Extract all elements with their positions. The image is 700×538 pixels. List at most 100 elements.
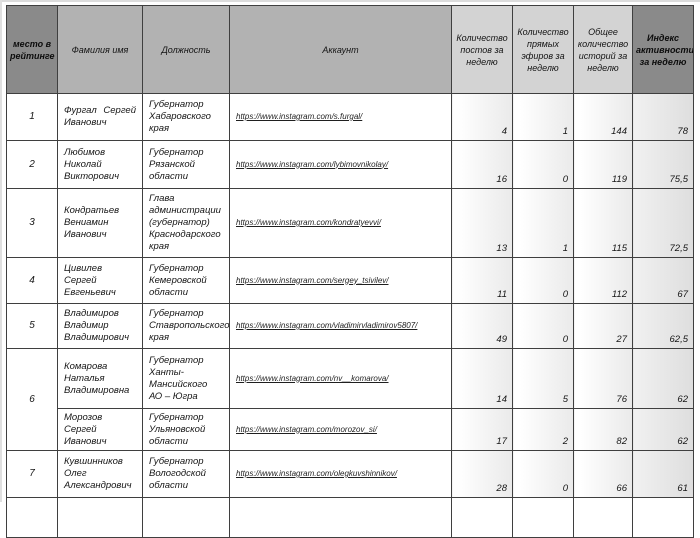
governors-instagram-rating-table: место в рейтинге Фамилия имя Должность А… <box>6 5 694 538</box>
stories-cell <box>573 497 633 538</box>
lives-cell: 0 <box>512 450 574 498</box>
table-row-partial <box>6 497 694 538</box>
account-cell: https://www.instagram.com/morozov_si/ <box>229 408 452 451</box>
instagram-link[interactable]: https://www.instagram.com/nv__komarova/ <box>236 373 389 383</box>
rank-cell-merged: 6 <box>6 348 58 451</box>
header-lives: Количество прямых эфиров за неделю <box>512 5 574 94</box>
table-row: 3 Кондратьев Вениамин Иванович Глава адм… <box>6 188 694 258</box>
instagram-link[interactable]: https://www.instagram.com/olegkuvshinnik… <box>236 469 397 478</box>
lives-cell: 5 <box>512 348 574 409</box>
name-cell: Кувшинников Олег Александрович <box>57 450 143 498</box>
stories-cell: 119 <box>573 140 633 189</box>
rank-cell: 4 <box>6 257 58 304</box>
name-cell: Комарова Наталья Владимировна <box>57 348 143 409</box>
rank-cell <box>6 497 58 538</box>
position-cell: Губернатор Кемеровской области <box>142 257 230 304</box>
index-cell: 61 <box>632 450 694 498</box>
rank-cell: 7 <box>6 450 58 498</box>
rank-cell: 1 <box>6 93 58 141</box>
account-cell: https://www.instagram.com/nv__komarova/ <box>229 348 452 409</box>
index-cell: 62 <box>632 348 694 409</box>
name-cell: Любимов Николай Викторович <box>57 140 143 189</box>
table-row: 7 Кувшинников Олег Александрович Губерна… <box>6 450 694 498</box>
posts-cell: 49 <box>451 303 513 349</box>
stories-cell: 144 <box>573 93 633 141</box>
name-cell <box>57 497 143 538</box>
header-row: место в рейтинге Фамилия имя Должность А… <box>6 5 694 94</box>
header-posts: Количество постов за неделю <box>451 5 513 94</box>
instagram-link[interactable]: https://www.instagram.com/morozov_si/ <box>236 424 377 434</box>
account-cell <box>229 497 452 538</box>
lives-cell: 0 <box>512 257 574 304</box>
page-edge-left <box>0 0 2 502</box>
rank-cell: 2 <box>6 140 58 189</box>
rank-cell: 3 <box>6 188 58 258</box>
index-cell: 67 <box>632 257 694 304</box>
page-edge-top <box>0 0 700 2</box>
table-row: 1 Фургал Сергей Иванович Губернатор Хаба… <box>6 93 694 141</box>
posts-cell: 13 <box>451 188 513 258</box>
posts-cell: 16 <box>451 140 513 189</box>
stories-cell: 115 <box>573 188 633 258</box>
stories-cell: 27 <box>573 303 633 349</box>
header-index: Индекс активности за неделю <box>632 5 694 94</box>
position-cell: Губернатор Рязанской области <box>142 140 230 189</box>
index-cell: 62,5 <box>632 303 694 349</box>
lives-cell: 1 <box>512 93 574 141</box>
account-cell: https://www.instagram.com/kondratyevvi/ <box>229 188 452 258</box>
header-name: Фамилия имя <box>57 5 143 94</box>
account-cell: https://www.instagram.com/sergey_tsivile… <box>229 257 452 304</box>
position-cell: Глава администрации (губернатор) Краснод… <box>142 188 230 258</box>
rank-cell: 5 <box>6 303 58 349</box>
index-cell: 62 <box>632 408 694 451</box>
name-cell: Фургал Сергей Иванович <box>57 93 143 141</box>
position-cell: Губернатор Ульяновской области <box>142 408 230 451</box>
table-row: Морозов Сергей Иванович Губернатор Ульян… <box>7 408 694 451</box>
index-cell: 78 <box>632 93 694 141</box>
account-cell: https://www.instagram.com/lybimovnikolay… <box>229 140 452 189</box>
position-cell: Губернатор Ставропольского края <box>142 303 230 349</box>
instagram-link[interactable]: https://www.instagram.com/vladimirvladim… <box>236 321 418 330</box>
lives-cell: 0 <box>512 140 574 189</box>
posts-cell <box>451 497 513 538</box>
name-cell: Морозов Сергей Иванович <box>57 408 143 451</box>
header-position: Должность <box>142 5 230 94</box>
posts-cell: 14 <box>451 348 513 409</box>
position-cell: Губернатор Хабаровского края <box>142 93 230 141</box>
posts-cell: 28 <box>451 450 513 498</box>
index-cell: 75,5 <box>632 140 694 189</box>
posts-cell: 4 <box>451 93 513 141</box>
lives-cell <box>512 497 574 538</box>
lives-cell: 1 <box>512 188 574 258</box>
name-cell: Кондратьев Вениамин Иванович <box>57 188 143 258</box>
account-cell: https://www.instagram.com/vladimirvladim… <box>229 303 452 349</box>
index-cell <box>632 497 694 538</box>
stories-cell: 66 <box>573 450 633 498</box>
account-cell: https://www.instagram.com/olegkuvshinnik… <box>229 450 452 498</box>
instagram-link[interactable]: https://www.instagram.com/sergey_tsivile… <box>236 275 389 285</box>
name-cell: Владимиров Владимир Владимирович <box>57 303 143 349</box>
stories-cell: 76 <box>573 348 633 409</box>
instagram-link[interactable]: https://www.instagram.com/s.furgal/ <box>236 112 363 121</box>
posts-cell: 11 <box>451 257 513 304</box>
index-cell: 72,5 <box>632 188 694 258</box>
stories-cell: 112 <box>573 257 633 304</box>
position-cell: Губернатор Ханты-Мансийского АО – Югра <box>142 348 230 409</box>
header-account: Аккаунт <box>229 5 452 94</box>
position-cell <box>142 497 230 538</box>
header-rank: место в рейтинге <box>6 5 58 94</box>
posts-cell: 17 <box>451 408 513 451</box>
position-cell: Губернатор Вологодской области <box>142 450 230 498</box>
name-cell: Цивилев Сергей Евгеньевич <box>57 257 143 304</box>
instagram-link[interactable]: https://www.instagram.com/kondratyevvi/ <box>236 218 381 227</box>
lives-cell: 0 <box>512 303 574 349</box>
table-row: 5 Владимиров Владимир Владимирович Губер… <box>6 303 694 349</box>
table-row: 4 Цивилев Сергей Евгеньевич Губернатор К… <box>6 257 694 304</box>
table-row: 2 Любимов Николай Викторович Губернатор … <box>6 140 694 189</box>
account-cell: https://www.instagram.com/s.furgal/ <box>229 93 452 141</box>
lives-cell: 2 <box>512 408 574 451</box>
table-row: 6 Комарова Наталья Владимировна Губернат… <box>6 348 694 451</box>
instagram-link[interactable]: https://www.instagram.com/lybimovnikolay… <box>236 159 389 169</box>
stories-cell: 82 <box>573 408 633 451</box>
header-stories: Общее количество историй за неделю <box>573 5 633 94</box>
